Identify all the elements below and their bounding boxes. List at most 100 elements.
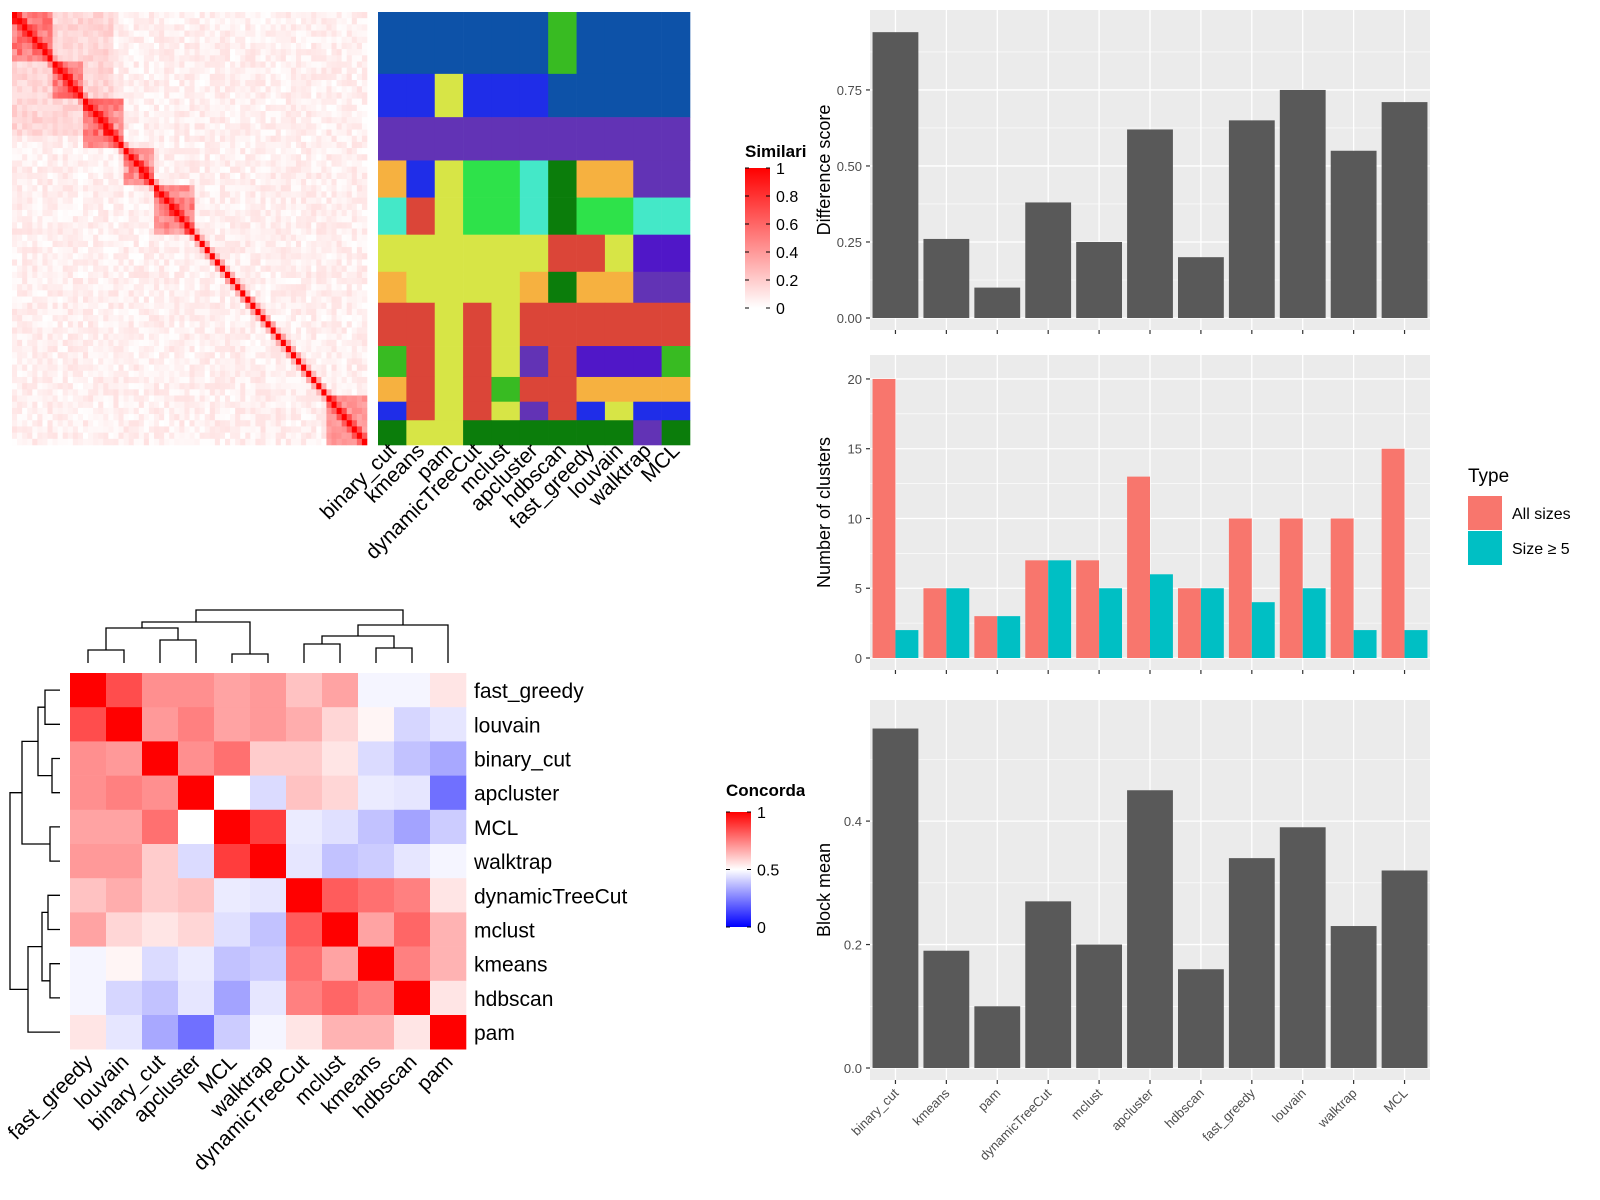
similarity-cell <box>148 55 155 62</box>
similarity-cell <box>57 339 64 347</box>
similarity-cell <box>235 284 241 291</box>
similarity-cell <box>113 234 119 242</box>
similarity-cell <box>356 172 363 180</box>
similarity-cell <box>301 185 307 192</box>
similarity-cell <box>164 110 170 118</box>
similarity-cell <box>219 24 226 31</box>
similarity-cell <box>311 166 317 174</box>
similarity-cell <box>52 154 58 161</box>
similarity-cell <box>199 253 206 260</box>
similarity-cell <box>225 148 231 155</box>
similarity-cell <box>143 104 150 112</box>
similarity-cell <box>189 315 195 322</box>
similarity-cell <box>351 129 358 137</box>
similarity-cell <box>306 141 312 149</box>
similarity-cell <box>311 86 317 93</box>
similarity-cell <box>270 253 277 260</box>
similarity-cell <box>169 414 175 421</box>
similarity-cell <box>22 358 28 365</box>
similarity-cell <box>235 339 241 347</box>
similarity-cell <box>159 432 165 440</box>
similarity-cell <box>118 346 124 353</box>
similarity-cell <box>108 247 114 254</box>
similarity-cell <box>67 110 74 118</box>
similarity-cell <box>12 61 18 68</box>
similarity-cell <box>230 389 236 396</box>
similarity-cell <box>240 333 246 341</box>
similarity-cell <box>62 271 69 279</box>
similarity-cell <box>108 30 114 38</box>
similarity-cell <box>52 24 58 31</box>
similarity-cell <box>67 358 74 365</box>
similarity-cell <box>27 432 33 440</box>
similarity-cell <box>255 240 261 248</box>
similarity-cell <box>316 42 322 50</box>
similarity-cell <box>27 414 33 421</box>
similarity-cell <box>296 110 302 118</box>
similarity-cell <box>214 160 221 167</box>
similarity-cell <box>83 290 89 297</box>
similarity-cell <box>133 185 140 192</box>
similarity-cell <box>316 407 322 415</box>
similarity-cell <box>57 346 64 353</box>
membership-cell <box>463 73 492 118</box>
similarity-cell <box>321 191 327 198</box>
similarity-cell <box>57 36 64 44</box>
similarity-cell <box>245 30 251 38</box>
similarity-cell <box>331 73 337 81</box>
similarity-cell <box>138 191 145 198</box>
similarity-cell <box>113 117 119 124</box>
similarity-cell <box>275 49 282 56</box>
similarity-cell <box>230 438 236 446</box>
similarity-cell <box>57 135 64 143</box>
similarity-cell <box>169 216 175 223</box>
similarity-cell <box>306 401 312 409</box>
similarity-cell <box>159 271 165 279</box>
similarity-cell <box>108 308 114 316</box>
similarity-cell <box>255 30 261 38</box>
similarity-cell <box>189 228 195 235</box>
similarity-cell <box>321 160 327 167</box>
similarity-cell <box>174 197 180 205</box>
similarity-cell <box>169 277 175 285</box>
similarity-cell <box>164 24 170 31</box>
similarity-cell <box>88 271 94 279</box>
similarity-cell <box>128 166 135 174</box>
similarity-cell <box>260 148 266 155</box>
similarity-cell <box>113 358 119 365</box>
similarity-cell <box>154 179 160 186</box>
similarity-cell <box>179 389 185 396</box>
similarity-cell <box>52 166 58 174</box>
similarity-cell <box>169 154 175 161</box>
similarity-cell <box>98 389 104 396</box>
similarity-cell <box>219 265 226 273</box>
similarity-cell <box>189 395 195 402</box>
similarity-cell <box>245 12 251 19</box>
similarity-cell <box>128 203 135 211</box>
similarity-cell <box>47 414 53 421</box>
similarity-cell <box>356 339 363 347</box>
similarity-cell <box>270 92 277 99</box>
similarity-cell <box>138 228 145 235</box>
similarity-cell <box>62 135 69 143</box>
similarity-cell <box>336 86 342 93</box>
similarity-cell <box>331 284 337 291</box>
similarity-cell <box>285 395 292 402</box>
similarity-cell <box>27 376 33 384</box>
similarity-cell <box>341 86 348 93</box>
similarity-cell <box>62 284 69 291</box>
similarity-cell <box>189 73 195 81</box>
similarity-cell <box>164 407 170 415</box>
similarity-cell <box>22 123 28 130</box>
similarity-cell <box>209 284 216 291</box>
similarity-cell <box>72 36 79 44</box>
similarity-cell <box>351 80 358 87</box>
similarity-cell <box>341 172 348 180</box>
similarity-cell <box>204 333 211 341</box>
similarity-cell <box>164 265 170 273</box>
similarity-cell <box>326 49 332 56</box>
similarity-cell <box>255 401 261 409</box>
similarity-cell <box>199 383 206 390</box>
similarity-cell <box>199 67 206 75</box>
similarity-cell <box>72 18 79 25</box>
